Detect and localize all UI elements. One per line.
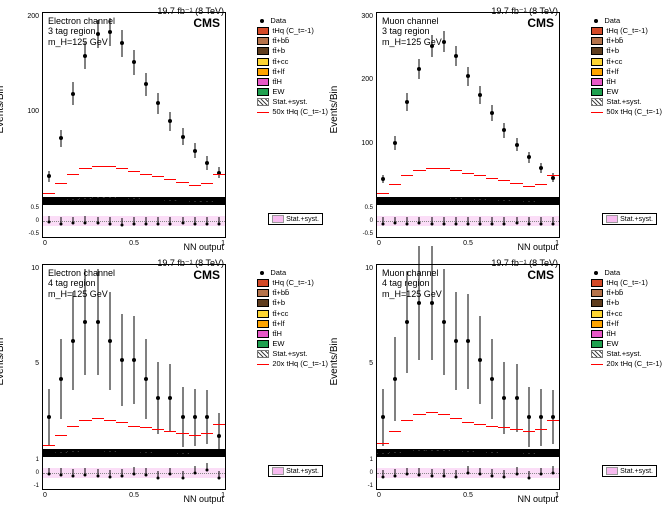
stat-box: Stat.+syst. xyxy=(268,465,323,477)
stat-box: Stat.+syst. xyxy=(268,213,323,225)
main-chart: 200100 xyxy=(42,12,226,204)
panel-3: 19.7 fb⁻¹ (8 TeV)CMSMuon channel4 tag re… xyxy=(338,256,668,504)
y-axis-label: Events/Bin xyxy=(329,86,340,134)
x-axis-label: NN output xyxy=(183,494,224,504)
y-axis-label: Events/Bin xyxy=(0,338,6,386)
ratio-panel: 10-100.51Stat.+syst. xyxy=(42,456,226,490)
ratio-panel: 0.50-0.500.51Stat.+syst. xyxy=(42,204,226,238)
stat-box: Stat.+syst. xyxy=(602,465,657,477)
panel-2: 19.7 fb⁻¹ (8 TeV)CMSElectron channel4 ta… xyxy=(4,256,334,504)
legend: DatatHq (C_t=-1)tt̄+bb̄tt̄+btt̄+cctt̄+lf… xyxy=(257,16,328,117)
panel-0: 19.7 fb⁻¹ (8 TeV)CMSElectron channel3 ta… xyxy=(4,4,334,252)
x-axis-label: NN output xyxy=(517,242,558,252)
main-chart: 105 xyxy=(376,264,560,456)
main-chart: 300200100 xyxy=(376,12,560,204)
main-chart: 105 xyxy=(42,264,226,456)
ratio-panel: 10-100.51Stat.+syst. xyxy=(376,456,560,490)
y-axis-label: Events/Bin xyxy=(329,338,340,386)
ratio-panel: 0.50-0.500.51Stat.+syst. xyxy=(376,204,560,238)
legend: DatatHq (C_t=-1)tt̄+bb̄tt̄+btt̄+cctt̄+lf… xyxy=(591,268,662,369)
y-axis-label: Events/Bin xyxy=(0,86,6,134)
x-axis-label: NN output xyxy=(183,242,224,252)
figure-grid: 19.7 fb⁻¹ (8 TeV)CMSElectron channel3 ta… xyxy=(0,0,672,508)
x-axis-label: NN output xyxy=(517,494,558,504)
legend: DatatHq (C_t=-1)tt̄+bb̄tt̄+btt̄+cctt̄+lf… xyxy=(591,16,662,117)
legend: DatatHq (C_t=-1)tt̄+bb̄tt̄+btt̄+cctt̄+lf… xyxy=(257,268,328,369)
panel-1: 19.7 fb⁻¹ (8 TeV)CMSMuon channel3 tag re… xyxy=(338,4,668,252)
stat-box: Stat.+syst. xyxy=(602,213,657,225)
